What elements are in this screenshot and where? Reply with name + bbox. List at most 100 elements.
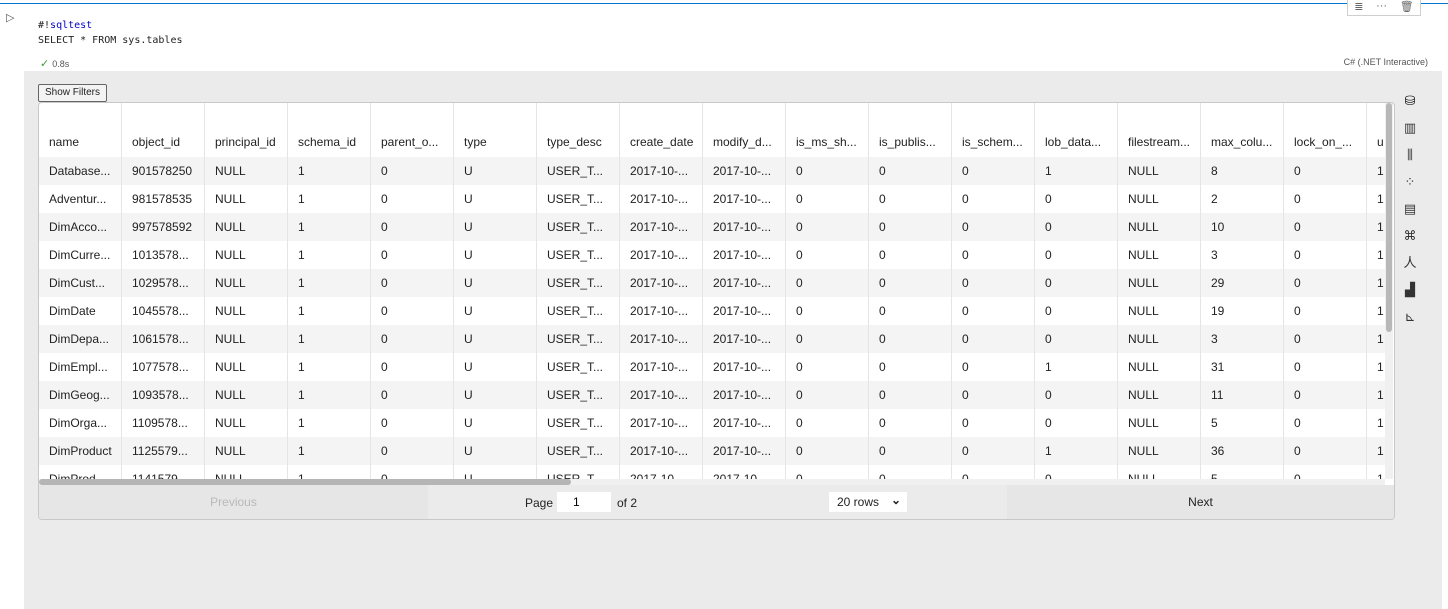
grouped-chart-icon[interactable]: ▤ [1403, 202, 1417, 217]
column-header[interactable]: object_id [122, 103, 205, 157]
chevron-down-icon: ⌄ [890, 493, 901, 507]
column-header[interactable]: name [39, 103, 122, 157]
table-cell: NULL [1118, 353, 1201, 381]
table-cell: 1 [1367, 409, 1385, 437]
table-cell: DimEmpl... [39, 353, 122, 381]
table-cell: 36 [1201, 437, 1284, 465]
horizontal-scrollbar[interactable] [39, 479, 1385, 485]
column-header[interactable]: parent_o... [371, 103, 454, 157]
delete-cell-icon[interactable]: 🗑 [1399, 0, 1414, 13]
table-cell: 0 [952, 437, 1035, 465]
table-cell: 0 [869, 353, 952, 381]
table-cell: 1 [1367, 325, 1385, 353]
table-row[interactable]: Adventur... 981578535 NULL 1 0 U USER_T... 2017… [39, 185, 1385, 213]
table-cell: NULL [205, 241, 288, 269]
column-header[interactable]: u [1367, 103, 1385, 157]
previous-page-button[interactable]: Previous [39, 485, 428, 519]
split-cell-icon[interactable]: ≣ [1354, 0, 1364, 13]
table-cell: 0 [869, 437, 952, 465]
column-header[interactable]: modify_d... [703, 103, 786, 157]
next-page-button[interactable]: Next [1007, 485, 1394, 519]
table-row[interactable]: DimDate 1045578... NULL 1 0 U USER_T... 2017-10… [39, 297, 1385, 325]
table-row[interactable]: Database... 901578250 NULL 1 0 U USER_T... 2017… [39, 157, 1385, 185]
table-row[interactable]: DimProd... 1141579... NULL 1 0 U USER_T... 2017… [39, 465, 1385, 479]
table-cell: 5 [1201, 409, 1284, 437]
table-cell: DimCust... [39, 269, 122, 297]
table-row[interactable]: DimEmpl... 1077578... NULL 1 0 U USER_T... 2017… [39, 353, 1385, 381]
table-cell: U [454, 213, 537, 241]
database-icon[interactable]: ⛁ [1404, 94, 1416, 109]
column-header[interactable]: is_publis... [869, 103, 952, 157]
horizontal-scroll-thumb[interactable] [39, 479, 571, 485]
table-row[interactable]: DimOrga... 1109578... NULL 1 0 U USER_T... 2017… [39, 409, 1385, 437]
table-row[interactable]: DimCurre... 1013578... NULL 1 0 U USER_T... 201… [39, 241, 1385, 269]
table-cell: USER_T... [537, 185, 620, 213]
table-row[interactable]: DimCust... 1029578... NULL 1 0 U USER_T... 2017… [39, 269, 1385, 297]
column-header[interactable]: create_date [620, 103, 703, 157]
line-chart-icon[interactable]: ⊾ [1404, 310, 1416, 325]
column-header[interactable]: schema_id [288, 103, 371, 157]
column-chart-icon[interactable]: ⫼ [1407, 148, 1413, 163]
column-header[interactable]: principal_id [205, 103, 288, 157]
table-cell: 0 [952, 241, 1035, 269]
table-cell: U [454, 409, 537, 437]
page-number-input[interactable] [557, 492, 611, 512]
table-cell: 1 [288, 157, 371, 185]
network-icon[interactable]: ⌘ [1403, 229, 1417, 244]
table-cell: 0 [1035, 465, 1118, 479]
table-cell: 19 [1201, 297, 1284, 325]
histogram-icon[interactable]: ▟ [1405, 283, 1415, 298]
table-cell: 2017-10-... [703, 409, 786, 437]
column-header[interactable]: lock_on_... [1284, 103, 1367, 157]
table-cell: 2017-10-... [620, 325, 703, 353]
table-cell: 1 [1367, 381, 1385, 409]
column-header[interactable]: max_colu... [1201, 103, 1284, 157]
show-filters-button[interactable]: Show Filters [38, 84, 108, 102]
table-cell: DimDepa... [39, 325, 122, 353]
table-cell: NULL [205, 437, 288, 465]
column-header[interactable]: lob_data... [1035, 103, 1118, 157]
tree-icon[interactable]: ⼈ [1403, 256, 1417, 271]
table-cell: 5 [1201, 465, 1284, 479]
table-cell: 0 [952, 269, 1035, 297]
results-table: name object_id principal_id schema_id parent… [39, 103, 1385, 479]
bar-chart-icon[interactable]: ▥ [1403, 121, 1417, 136]
vertical-scroll-thumb[interactable] [1386, 103, 1392, 332]
table-cell: 2017-10-... [620, 241, 703, 269]
more-actions-icon[interactable]: ··· [1376, 0, 1388, 12]
table-row[interactable]: DimGeog... 1093578... NULL 1 0 U USER_T... 2017… [39, 381, 1385, 409]
column-header[interactable]: filestream... [1118, 103, 1201, 157]
table-row[interactable]: DimDepa... 1061578... NULL 1 0 U USER_T... 2017… [39, 325, 1385, 353]
table-cell: 0 [869, 325, 952, 353]
column-header[interactable]: is_ms_sh... [786, 103, 869, 157]
run-cell-button[interactable]: ▷ [6, 11, 15, 24]
table-cell: 2017-10-... [620, 353, 703, 381]
table-cell: 0 [869, 381, 952, 409]
table-cell: 0 [869, 409, 952, 437]
table-cell: U [454, 269, 537, 297]
column-header[interactable]: is_schem... [952, 103, 1035, 157]
kernel-label[interactable]: C# (.NET Interactive) [1343, 57, 1428, 67]
table-cell: NULL [205, 157, 288, 185]
table-cell: 0 [952, 325, 1035, 353]
table-row[interactable]: DimAcco... 997578592 NULL 1 0 U USER_T... 2017-… [39, 213, 1385, 241]
table-cell: 10 [1201, 213, 1284, 241]
scatter-chart-icon[interactable]: ⁘ [1404, 175, 1416, 190]
table-cell: 1045578... [122, 297, 205, 325]
table-cell: 2017-10-... [703, 185, 786, 213]
table-cell: 0 [1284, 353, 1367, 381]
table-cell: 2017-10-... [620, 465, 703, 479]
table-cell: 2017-10-... [620, 297, 703, 325]
table-cell: 0 [869, 185, 952, 213]
code-editor[interactable]: #!sqltest SELECT * FROM sys.tables [38, 18, 183, 48]
column-header[interactable]: type_desc [537, 103, 620, 157]
table-cell: 0 [786, 465, 869, 479]
table-cell: 1 [288, 353, 371, 381]
table-cell: 0 [371, 437, 454, 465]
table-cell: DimGeog... [39, 381, 122, 409]
table-cell: 0 [952, 465, 1035, 479]
column-header[interactable]: type [454, 103, 537, 157]
pagination-bar: Previous Page of 2 20 rows ⌄ Next [39, 485, 1394, 519]
rows-per-page-select[interactable]: 20 rows ⌄ [829, 492, 907, 512]
table-row[interactable]: DimProduct 1125579... NULL 1 0 U USER_T... 2017… [39, 437, 1385, 465]
